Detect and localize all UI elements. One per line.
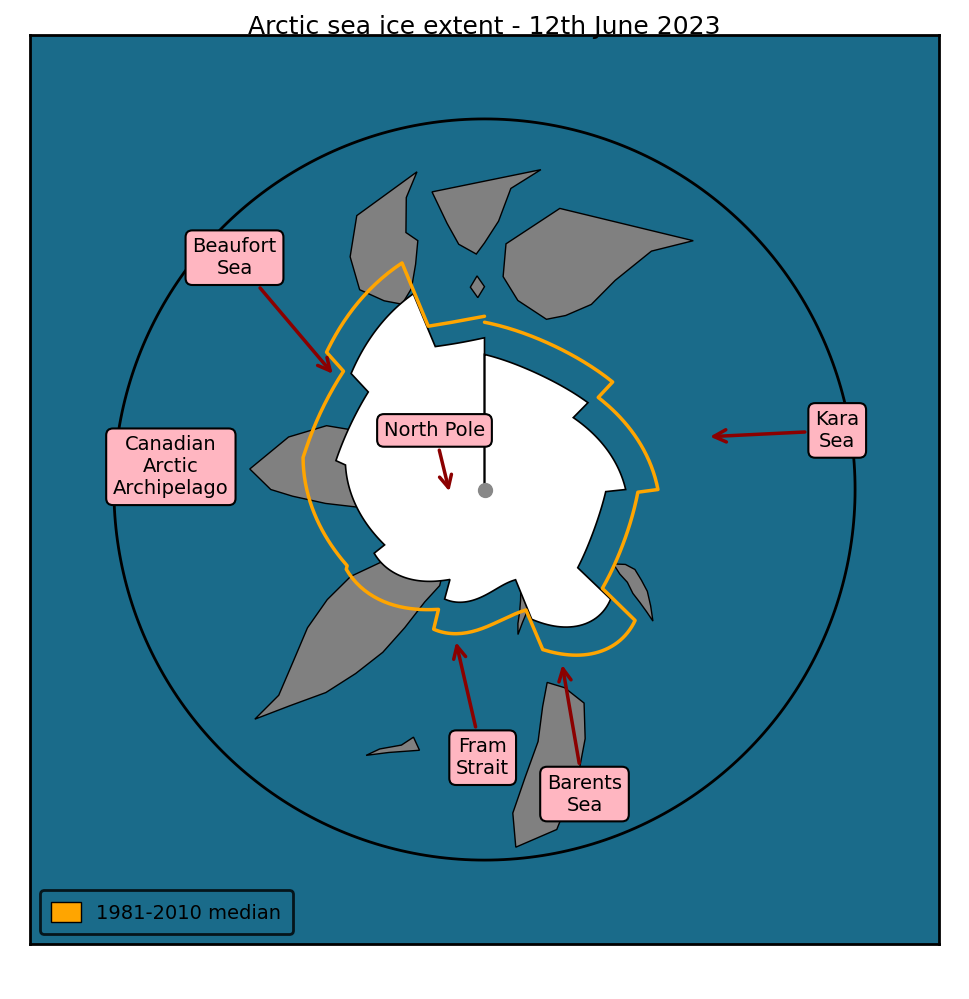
Text: Kara
Sea: Kara Sea (714, 410, 860, 451)
Polygon shape (503, 209, 693, 320)
Text: North Pole: North Pole (384, 421, 485, 488)
Polygon shape (613, 563, 653, 621)
Text: Fram
Strait: Fram Strait (453, 646, 510, 778)
Polygon shape (255, 532, 454, 719)
Legend: 1981-2010 median: 1981-2010 median (40, 890, 293, 934)
Polygon shape (470, 276, 484, 298)
Text: Barents
Sea: Barents Sea (547, 668, 622, 814)
Text: Beaufort
Sea: Beaufort Sea (193, 237, 330, 371)
Text: Arctic sea ice extent - 12th June 2023: Arctic sea ice extent - 12th June 2023 (248, 15, 721, 39)
Polygon shape (350, 172, 418, 305)
Text: Canadian
Arctic
Archipelago: Canadian Arctic Archipelago (113, 436, 229, 499)
Polygon shape (250, 426, 411, 507)
Polygon shape (554, 537, 575, 573)
Polygon shape (517, 589, 528, 634)
Polygon shape (432, 170, 541, 254)
Polygon shape (336, 294, 626, 627)
Polygon shape (513, 682, 585, 847)
PathPatch shape (114, 119, 855, 860)
Polygon shape (366, 737, 420, 755)
Polygon shape (578, 463, 611, 490)
